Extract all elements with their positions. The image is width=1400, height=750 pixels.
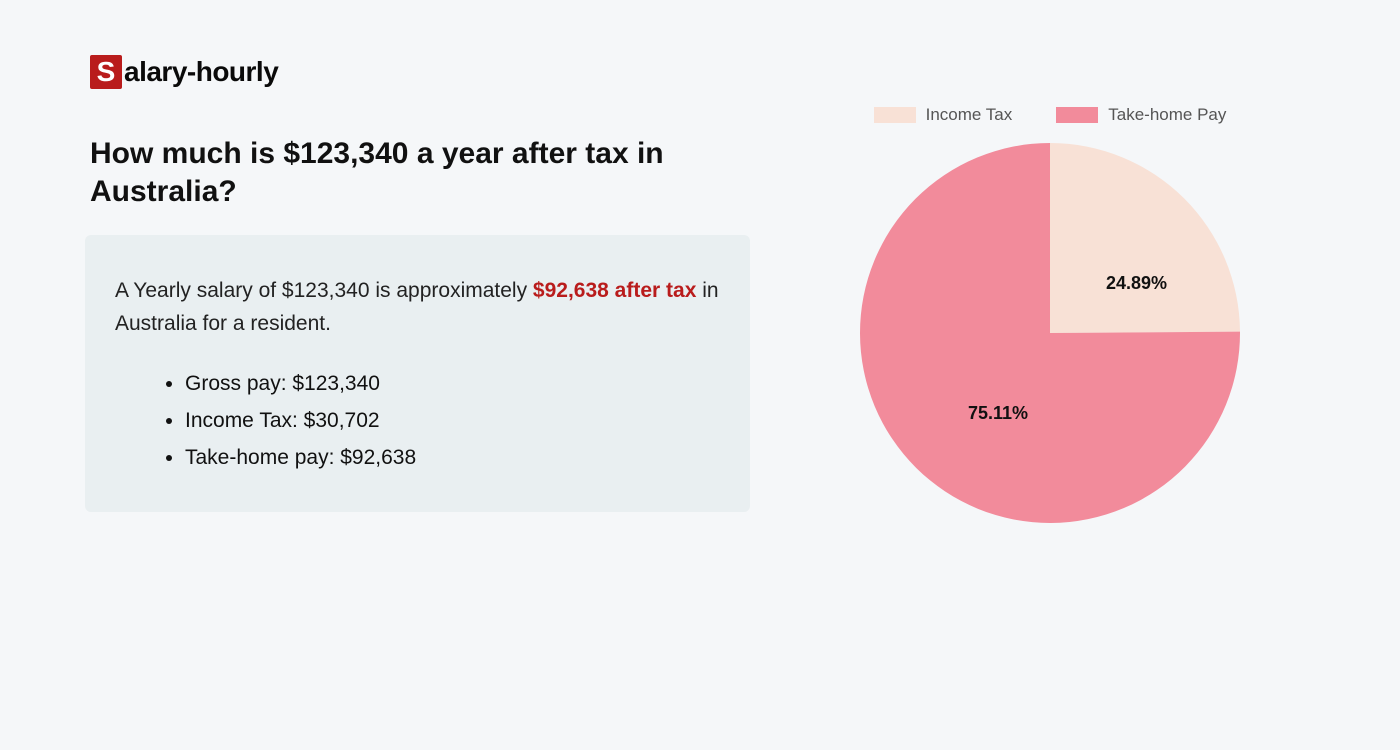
legend-swatch-icon <box>874 107 916 123</box>
brand-logo: S alary-hourly <box>90 55 278 89</box>
pie-graphic: 24.89% 75.11% <box>860 143 1240 523</box>
legend-item-income-tax: Income Tax <box>874 105 1013 125</box>
legend-label: Take-home Pay <box>1108 105 1226 125</box>
slice-label-take-home: 75.11% <box>968 403 1028 424</box>
page-title: How much is $123,340 a year after tax in… <box>90 135 710 210</box>
legend-swatch-icon <box>1056 107 1098 123</box>
logo-badge-icon: S <box>90 55 122 89</box>
logo-text: alary-hourly <box>124 56 278 88</box>
pie-chart: Income Tax Take-home Pay 24.89% 75.11% <box>820 105 1280 523</box>
summary-prefix: A Yearly salary of $123,340 is approxima… <box>115 279 533 302</box>
list-item: Take-home pay: $92,638 <box>185 440 720 477</box>
list-item: Income Tax: $30,702 <box>185 403 720 440</box>
pie-svg <box>860 143 1240 523</box>
summary-highlight: $92,638 after tax <box>533 279 696 302</box>
legend-item-take-home: Take-home Pay <box>1056 105 1226 125</box>
legend-label: Income Tax <box>926 105 1013 125</box>
chart-legend: Income Tax Take-home Pay <box>820 105 1280 125</box>
list-item: Gross pay: $123,340 <box>185 366 720 403</box>
slice-label-income-tax: 24.89% <box>1106 273 1167 294</box>
summary-text: A Yearly salary of $123,340 is approxima… <box>115 275 720 340</box>
summary-card: A Yearly salary of $123,340 is approxima… <box>85 235 750 512</box>
breakdown-list: Gross pay: $123,340 Income Tax: $30,702 … <box>115 366 720 476</box>
